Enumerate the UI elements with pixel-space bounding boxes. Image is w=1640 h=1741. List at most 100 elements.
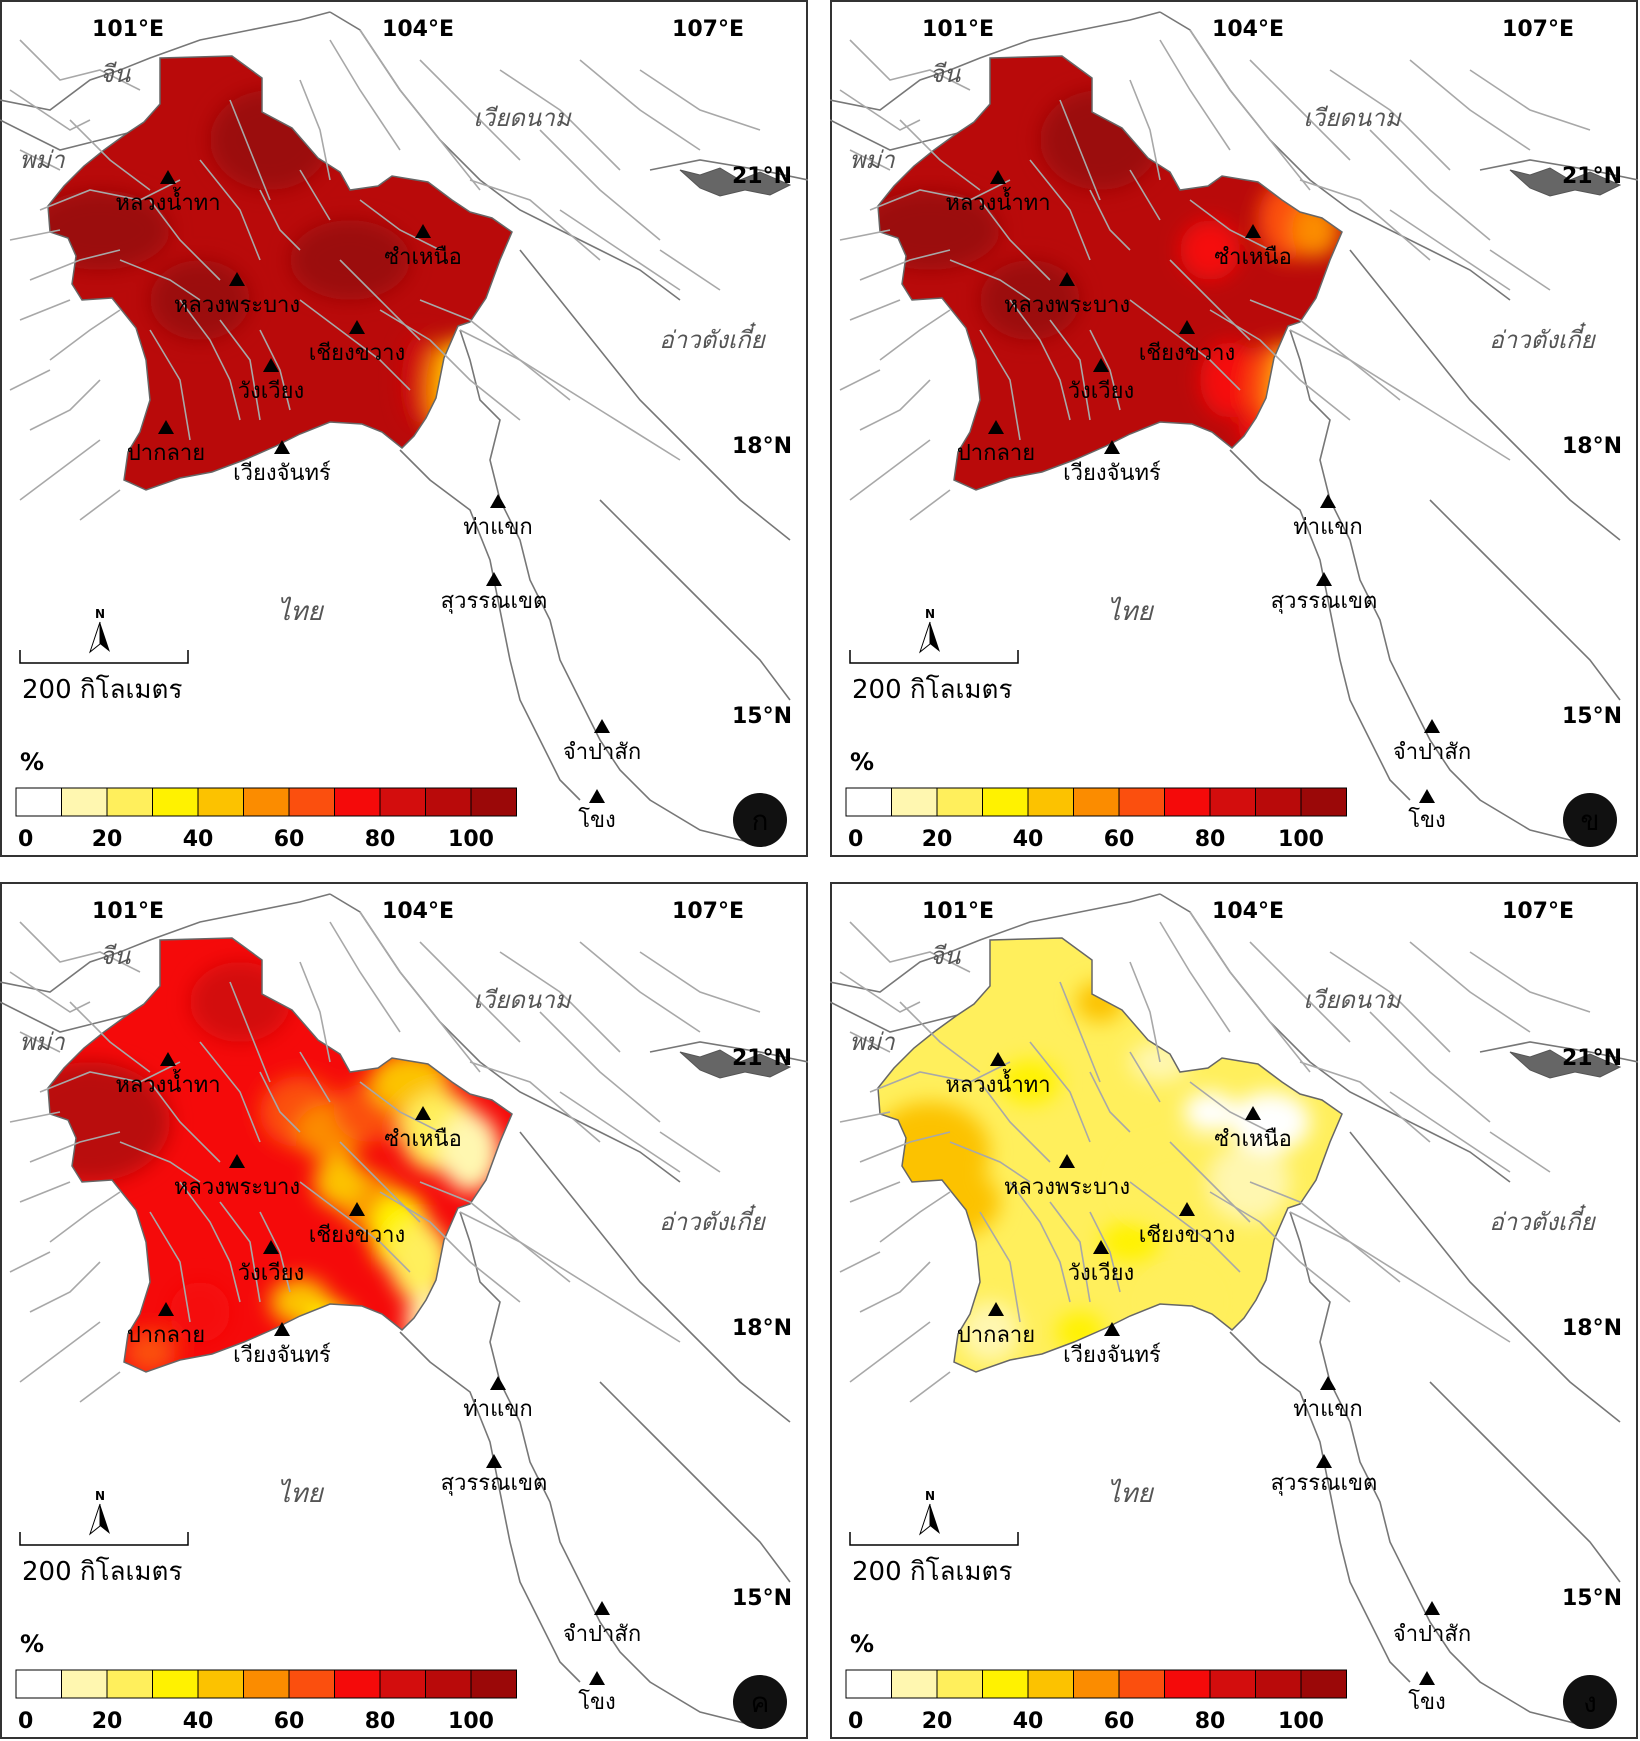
scale-bar-label: 200 กิโลเมตร [852,674,1012,705]
legend-swatch [1118,787,1165,817]
city-label: สุวรรณเขต [441,589,548,614]
country-label: ไทย [277,596,324,627]
legend-unit: % [20,748,44,776]
legend-swatch [982,787,1029,817]
country-label: เวียดนาม [1303,986,1401,1014]
city-label: หลวงพระบาง [174,1175,300,1200]
city-marker-icon [274,440,290,454]
north-arrow-icon [918,1503,940,1536]
scale-bar [849,650,1019,664]
legend-swatch [1027,787,1074,817]
legend-unit: % [850,748,874,776]
city-marker-icon [486,572,502,586]
legend-swatch [61,1669,108,1699]
longitude-label: 104°E [382,899,454,924]
city-label: หลวงน้ำทา [945,187,1050,216]
legend-swatch [1073,787,1120,817]
city-label: เวียงจันทร์ [1063,1343,1161,1368]
scale-bar [19,650,189,664]
north-arrow-icon [88,1503,110,1536]
legend-swatch [470,1669,517,1699]
legend-tick: 80 [365,827,396,852]
city-marker-icon [1245,224,1261,238]
north-arrow-icon [88,621,110,654]
legend-swatch [197,787,244,817]
svg-text:ก: ก [752,804,769,837]
city-marker-icon [160,1052,176,1066]
svg-text:N: N [925,1489,935,1503]
legend-tick: 0 [848,1709,863,1734]
latitude-label: 21°N [732,164,792,189]
city-label: สุวรรณเขต [1271,589,1378,614]
country-label: พม่า [849,1028,896,1056]
panel-badge: ก [733,793,787,847]
legend-swatch [152,1669,199,1699]
latitude-label: 18°N [1562,434,1622,459]
city-marker-icon [589,789,605,803]
city-label: โขง [578,807,616,833]
latitude-label: 18°N [1562,1316,1622,1341]
legend-colorbar [845,787,1347,817]
city-label: หลวงน้ำทา [115,1069,220,1098]
city-label: ซำเหนือ [1214,1127,1292,1152]
city-label: ซำเหนือ [384,245,462,270]
legend-tick: 0 [848,827,863,852]
scale-bar-label: 200 กิโลเมตร [22,674,182,705]
city-marker-icon [1104,1322,1120,1336]
country-label: อ่าวตังเกี๋ย [1489,322,1596,354]
city-marker-icon [1419,789,1435,803]
city-label: วังเวียง [1068,1261,1135,1286]
longitude-label: 101°E [922,17,994,42]
city-label: สุวรรณเขต [1271,1471,1378,1496]
coastline-islands [679,167,792,197]
legend-tick: 80 [1195,1709,1226,1734]
country-label: เวียดนาม [473,986,571,1014]
longitude-label: 104°E [1212,899,1284,924]
legend-swatch [197,1669,244,1699]
svg-text:ข: ข [1580,804,1599,837]
city-marker-icon [1320,494,1336,508]
legend-swatch [243,1669,290,1699]
city-marker-icon [988,420,1004,434]
legend-tick: 100 [448,1709,494,1734]
city-marker-icon [263,358,279,372]
legend-swatch [425,787,472,817]
city-marker-icon [415,224,431,238]
north-arrow-icon [918,621,940,654]
legend-tick: 100 [448,827,494,852]
longitude-label: 107°E [1502,17,1574,42]
city-label: หลวงพระบาง [174,293,300,318]
latitude-label: 18°N [732,434,792,459]
latitude-label: 21°N [1562,1046,1622,1071]
city-marker-icon [415,1106,431,1120]
city-label: หลวงน้ำทา [115,187,220,216]
city-label: ซำเหนือ [1214,245,1292,270]
city-marker-icon [486,1454,502,1468]
city-label: หลวงพระบาง [1004,1175,1130,1200]
legend-swatch [1300,1669,1347,1699]
legend-swatch [106,787,153,817]
legend-tick: 60 [1104,1709,1135,1734]
city-label: ท่าแขก [1293,515,1362,540]
country-label: เวียดนาม [1303,104,1401,132]
city-marker-icon [990,1052,1006,1066]
map-panel-3: 101°E 104°E 107°E 21°N 18°N 15°N จีน พม่า เวียดน… [0,882,808,1739]
city-label: ท่าแขก [463,1397,532,1422]
city-label: วังเวียง [1068,379,1135,404]
legend-swatch [1164,1669,1211,1699]
city-marker-icon [1059,1154,1075,1168]
city-marker-icon [490,494,506,508]
legend-swatch [15,1669,62,1699]
legend-swatch [288,1669,335,1699]
city-label: โขง [578,1689,616,1715]
map-panel-1: 101°E 104°E 107°E 21°N 18°N 15°N จีน พม่า เวียดน… [0,0,808,857]
coastline-islands [1509,167,1622,197]
legend-swatch [1255,1669,1302,1699]
latitude-label: 18°N [732,1316,792,1341]
city-marker-icon [988,1302,1004,1316]
legend-swatch [845,1669,892,1699]
city-label: วังเวียง [238,379,305,404]
legend-swatch [1027,1669,1074,1699]
legend-swatch [891,787,938,817]
legend-swatch [1073,1669,1120,1699]
